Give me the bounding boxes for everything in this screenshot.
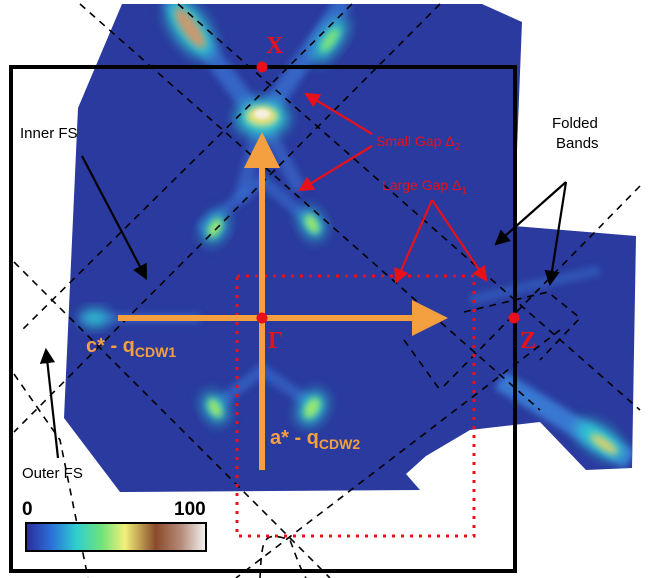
large-gap-subscript: 1: [461, 186, 467, 197]
a-star-axis-subscript: CDW2: [319, 436, 360, 452]
map-background: [64, 4, 636, 492]
gamma-point-label: Γ: [268, 328, 283, 354]
cdw-zone-box: [235, 274, 476, 538]
c-star-axis-subscript: CDW1: [135, 344, 176, 360]
small-gap-label: Small Gap Δ2: [376, 133, 461, 153]
folded-bands-label-line1: Folded: [552, 115, 598, 132]
inner-fs-label: Inner FS: [20, 125, 78, 142]
x-point-marker: [256, 61, 268, 73]
x-point-label: X: [266, 33, 284, 59]
hot-spots: [81, 4, 624, 459]
colorbar-max-label: 100: [174, 499, 206, 520]
colorbar-gradient: [25, 522, 207, 552]
small-gap-subscript: 2: [455, 142, 461, 153]
colorbar-min-label: 0: [22, 499, 33, 520]
fs-arrows: [39, 155, 568, 459]
folded-bands-label-line2: Bands: [556, 135, 599, 152]
gamma-point-marker: [256, 312, 268, 324]
gap-arrows: [298, 92, 488, 285]
z-point-marker: [508, 312, 520, 324]
a-star-axis-label: a* - qCDW2: [270, 427, 360, 452]
z-point-label: Z: [520, 328, 536, 354]
c-star-axis-label: c* - qCDW1: [86, 335, 176, 360]
intensity-map: [64, 4, 636, 492]
reciprocal-axes: [118, 132, 448, 470]
large-gap-label: Large Gap Δ1: [382, 177, 467, 197]
colorbar: 0 100: [22, 499, 207, 552]
outer-fs-label: Outer FS: [22, 465, 83, 482]
